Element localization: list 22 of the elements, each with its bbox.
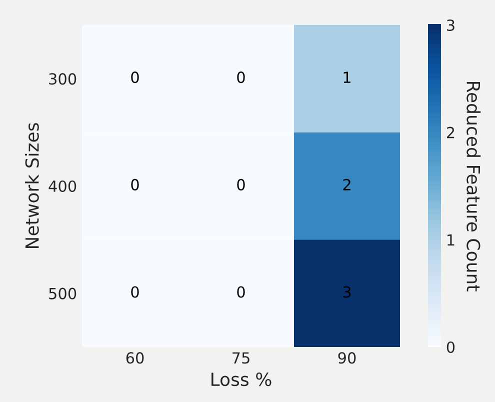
- y-tick-label: 500: [49, 288, 76, 300]
- color-bar-label: 0: [446, 341, 455, 354]
- color-bar-label: 2: [446, 126, 454, 138]
- data-label: 2: [343, 178, 350, 190]
- data-label: 0: [131, 286, 139, 298]
- x-tick-label: 60: [126, 352, 144, 364]
- x-tick-label: 90: [338, 352, 356, 364]
- x-axis-title: Loss %: [212, 372, 272, 386]
- data-label: 0: [131, 178, 139, 190]
- y-axis-title: Network Sizes: [24, 123, 39, 248]
- data-label: 0: [237, 286, 245, 298]
- color-bar-label: 1: [448, 234, 454, 246]
- data-label: 0: [237, 178, 245, 190]
- data-label: 3: [343, 286, 351, 298]
- x-tick-label: 75: [232, 352, 250, 364]
- data-label: 0: [131, 72, 139, 84]
- color-bar-label: 3: [447, 19, 454, 32]
- color-bar-title: Reduced Feature Count: [466, 82, 481, 292]
- data-label: 0: [237, 72, 245, 84]
- data-label: 1: [344, 72, 350, 83]
- y-tick-label: 400: [48, 180, 76, 192]
- y-tick-label: 300: [49, 73, 76, 85]
